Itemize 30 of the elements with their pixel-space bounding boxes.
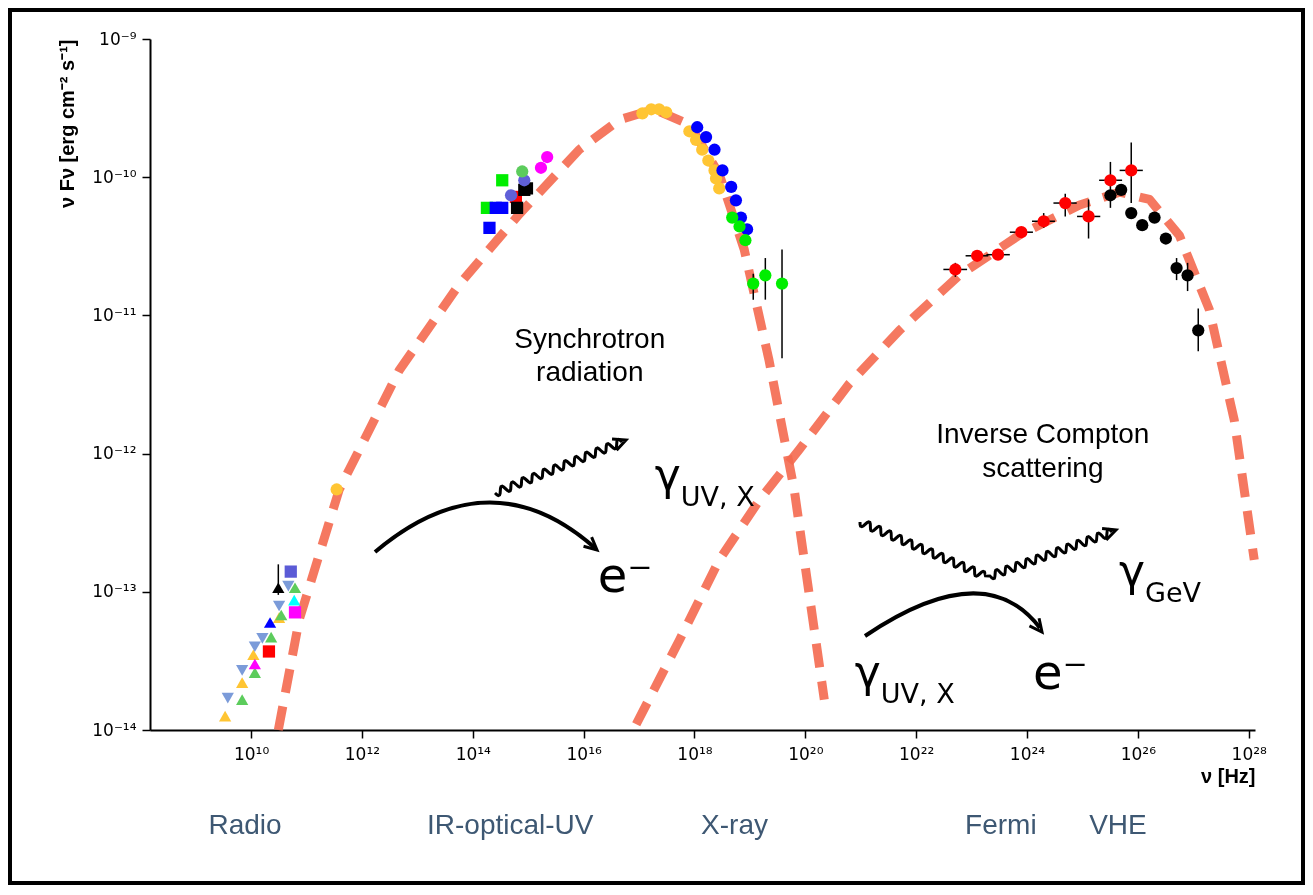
y-tick-label: 10⁻¹³ <box>92 581 137 602</box>
x-tick-label: 10¹⁰ <box>233 743 270 764</box>
x-tick-label: 10²² <box>899 743 935 764</box>
annotation: e⁻ <box>1033 643 1088 700</box>
text: Fermi <box>965 809 1037 841</box>
x-tick-label: 10¹⁶ <box>566 743 602 764</box>
x-tick-label: 10¹² <box>344 743 381 764</box>
y-tick-label: 10⁻¹² <box>92 443 137 464</box>
x-tick-label: 10¹⁸ <box>677 743 713 764</box>
annotation: Inverse Compton scattering <box>936 418 1150 483</box>
x-tick-label: 10²⁰ <box>788 743 824 764</box>
text: Radio <box>208 809 282 841</box>
y-tick-label: 10⁻¹⁴ <box>92 719 137 740</box>
x-tick-label: 10²⁸ <box>1231 743 1267 764</box>
annotation: Synchrotron radiation <box>514 322 666 388</box>
y-tick-label: 10⁻⁹ <box>99 28 137 49</box>
text: VHE <box>1089 809 1147 841</box>
annotation: e⁻ <box>597 547 653 604</box>
x-tick-label: 10²⁶ <box>1120 743 1157 764</box>
x-axis-title: ν [Hz] <box>1201 764 1256 787</box>
text: IR-optical-UV <box>426 809 594 841</box>
annotation: γ$_{GeV}$ <box>1118 544 1202 608</box>
y-axis-title: ν Fν [erg cm⁻² s⁻¹] <box>56 39 79 208</box>
x-tick-label: 10²⁴ <box>1009 743 1046 764</box>
y-tick-label: 10⁻¹⁰ <box>92 166 137 187</box>
y-tick-label: 10⁻¹¹ <box>92 304 137 325</box>
text: X-ray <box>701 809 768 841</box>
annotation: γ$_{UV, X}$ <box>854 646 955 709</box>
annotation: γ$_{UV, X}$ <box>654 449 755 512</box>
x-tick-label: 10¹⁴ <box>455 743 492 764</box>
